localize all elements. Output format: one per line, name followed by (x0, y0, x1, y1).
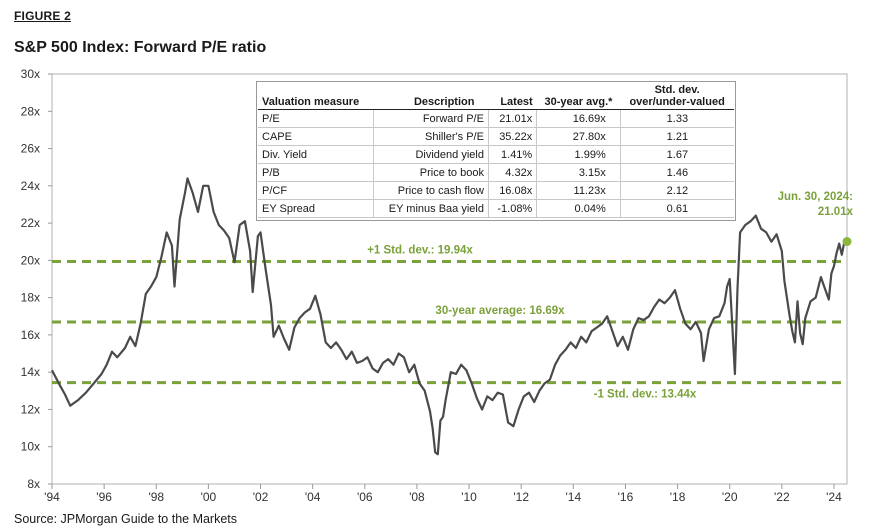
header-measure: Valuation measure (258, 83, 374, 110)
cell-measure: P/B (258, 163, 375, 182)
y-tick-label: 14x (21, 365, 40, 379)
x-tick-label: '14 (565, 490, 581, 504)
x-tick-label: '20 (722, 490, 738, 504)
x-tick-label: '08 (409, 490, 425, 504)
cell-avg: 3.15x (536, 163, 621, 182)
y-tick-label: 28x (21, 104, 40, 118)
cell-avg: 0.04% (536, 199, 621, 218)
cell-avg: 16.69x (536, 109, 621, 128)
cell-description: EY minus Baa yield (373, 199, 489, 218)
cell-measure: EY Spread (258, 199, 375, 218)
header-description: Description (373, 83, 489, 110)
cell-measure: P/CF (258, 181, 375, 200)
header-avg: 30-year avg.* (536, 83, 621, 110)
plus-one-std-label: +1 Std. dev.: 19.94x (367, 244, 473, 256)
x-tick-label: '18 (670, 490, 686, 504)
cell-description: Dividend yield (373, 145, 489, 164)
x-tick-label: '16 (618, 490, 634, 504)
y-tick-label: 12x (21, 402, 40, 416)
minus-one-std-label: -1 Std. dev.: 13.44x (594, 389, 697, 401)
table-row: EY Spread EY minus Baa yield -1.08% 0.04% 0.… (258, 199, 734, 218)
y-tick-label: 24x (21, 179, 40, 193)
y-tick-label: 18x (21, 291, 40, 305)
endpoint-marker (842, 237, 852, 247)
header-std-line2: over/under-valued (629, 96, 725, 108)
source-note: Source: JPMorgan Guide to the Markets (14, 512, 238, 526)
cell-std: 1.33 (620, 109, 734, 128)
x-tick-label: '02 (253, 490, 269, 504)
y-tick-label: 26x (21, 142, 40, 156)
y-tick-label: 22x (21, 216, 40, 230)
endpoint-value-label: 21.01x (818, 206, 854, 218)
y-tick-label: 30x (21, 67, 40, 81)
header-std: Std. dev. over/under-valued (620, 83, 734, 110)
x-tick-label: '10 (461, 490, 477, 504)
table-row: P/B Price to book 4.32x 3.15x 1.46 (258, 163, 734, 182)
header-latest: Latest (488, 83, 537, 110)
y-tick-label: 20x (21, 253, 40, 267)
x-tick-label: '06 (357, 490, 373, 504)
cell-description: Shiller's P/E (373, 127, 489, 146)
y-tick-label: 16x (21, 328, 40, 342)
x-tick-label: '94 (44, 490, 60, 504)
x-tick-label: '98 (148, 490, 164, 504)
cell-std: 1.67 (620, 145, 734, 164)
plot-frame (51, 73, 848, 485)
cell-avg: 27.80x (536, 127, 621, 146)
table-row: P/E Forward P/E 21.01x 16.69x 1.33 (258, 109, 734, 128)
cell-measure: P/E (258, 109, 375, 128)
x-tick-label: '22 (774, 490, 790, 504)
table-row: Div. Yield Dividend yield 1.41% 1.99% 1.67 (258, 145, 734, 164)
cell-std: 2.12 (620, 181, 734, 200)
cell-std: 1.46 (620, 163, 734, 182)
cell-avg: 11.23x (536, 181, 621, 200)
cell-measure: Div. Yield (258, 145, 375, 164)
valuation-table: Valuation measure Description Latest 30-… (258, 83, 734, 218)
x-tick-label: '00 (201, 490, 217, 504)
cell-description: Forward P/E (373, 109, 489, 128)
cell-latest: 21.01x (488, 109, 538, 128)
endpoint-date-label: Jun. 30, 2024: (778, 191, 853, 203)
cell-measure: CAPE (258, 127, 375, 146)
table-row: CAPE Shiller's P/E 35.22x 27.80x 1.21 (258, 127, 734, 146)
cell-latest: 1.41% (488, 145, 538, 164)
y-tick-label: 10x (21, 440, 40, 454)
average-label: 30-year average: 16.69x (435, 305, 565, 317)
figure-label: FIGURE 2 (14, 9, 71, 23)
cell-latest: -1.08% (488, 199, 538, 218)
table-header-row: Valuation measure Description Latest 30-… (258, 83, 734, 110)
cell-latest: 35.22x (488, 127, 538, 146)
table-row: P/CF Price to cash flow 16.08x 11.23x 2.12 (258, 181, 734, 200)
cell-latest: 16.08x (488, 181, 538, 200)
cell-std: 0.61 (620, 199, 734, 218)
x-tick-label: '04 (305, 490, 321, 504)
cell-description: Price to cash flow (373, 181, 489, 200)
cell-latest: 4.32x (488, 163, 538, 182)
y-tick-label: 8x (27, 477, 40, 491)
x-tick-label: '96 (96, 490, 112, 504)
x-tick-label: '12 (513, 490, 529, 504)
cell-avg: 1.99% (536, 145, 621, 164)
cell-description: Price to book (373, 163, 489, 182)
chart-title: S&P 500 Index: Forward P/E ratio (14, 39, 267, 56)
cell-std: 1.21 (620, 127, 734, 146)
x-tick-label: '24 (826, 490, 842, 504)
header-std-line1: Std. dev. (654, 84, 700, 96)
forward-pe-series-line (51, 177, 848, 456)
